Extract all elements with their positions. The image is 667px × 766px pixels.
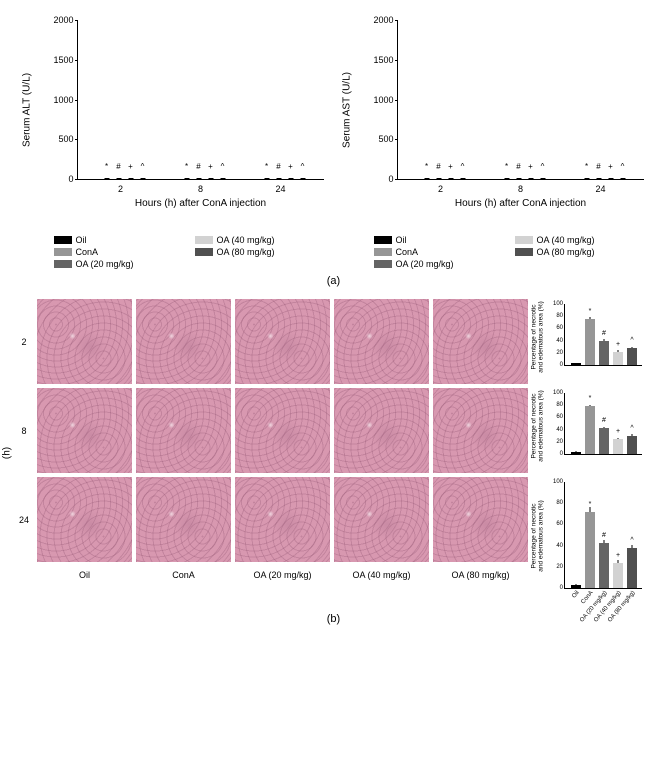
- histology-image: [433, 299, 528, 384]
- histology-image: [433, 388, 528, 473]
- panel-b: (h) 2824OilConAOA (20 mg/kg)OA (40 mg/kg…: [15, 299, 652, 607]
- mini-chart: Percentage of necroticand edematous area…: [536, 388, 646, 473]
- histology-image: [235, 477, 330, 562]
- mini-chart: Percentage of necroticand edematous area…: [536, 477, 646, 607]
- legend-item-oil: Oil: [374, 235, 503, 245]
- legend-item-oa80: OA (80 mg/kg): [515, 247, 644, 257]
- histology-col-label: OA (40 mg/kg): [334, 570, 429, 580]
- histology-image: [433, 477, 528, 562]
- legend-alt: Oil OA (40 mg/kg) ConA OA (80 mg/kg) OA (20 …: [54, 235, 324, 269]
- histology-image: [136, 299, 231, 384]
- legend-item-oa20: OA (20 mg/kg): [374, 259, 503, 269]
- alt-plot-area: 0500100015002000Hours (h) after ConA inj…: [77, 20, 324, 180]
- legend-item-oa80: OA (80 mg/kg): [195, 247, 324, 257]
- histology-image: [334, 477, 429, 562]
- histology-image: [334, 299, 429, 384]
- histology-col-label: Oil: [37, 570, 132, 580]
- histology-col-label: OA (80 mg/kg): [433, 570, 528, 580]
- mini-chart: Percentage of necroticand edematous area…: [536, 299, 646, 384]
- panel-a-label: (a): [15, 275, 652, 287]
- legend-item-oil: Oil: [54, 235, 183, 245]
- histology-row-label: 2: [15, 337, 33, 347]
- histology-image: [136, 388, 231, 473]
- histology-image: [37, 299, 132, 384]
- ast-ylabel: Serum AST (U/L): [341, 72, 352, 148]
- legend-ast: Oil OA (40 mg/kg) ConA OA (80 mg/kg) OA (20 …: [374, 235, 644, 269]
- ast-chart-wrap: Serum AST (U/L) 0500100015002000Hours (h…: [344, 15, 644, 269]
- histology-image: [136, 477, 231, 562]
- histology-image: [37, 477, 132, 562]
- panel-b-label: (b): [15, 613, 652, 625]
- mini-charts: Percentage of necroticand edematous area…: [536, 299, 646, 607]
- panel-a: Serum ALT (U/L) 0500100015002000Hours (h…: [15, 15, 652, 269]
- histology-col-label: OA (20 mg/kg): [235, 570, 330, 580]
- histology-row-label: 8: [15, 426, 33, 436]
- histology-image: [37, 388, 132, 473]
- histology-col-label: ConA: [136, 570, 231, 580]
- histology-image: [235, 299, 330, 384]
- histology-image: [334, 388, 429, 473]
- ast-chart: Serum AST (U/L) 0500100015002000Hours (h…: [369, 15, 649, 205]
- hours-axis-label: (h): [2, 447, 13, 459]
- alt-chart-wrap: Serum ALT (U/L) 0500100015002000Hours (h…: [24, 15, 324, 269]
- histology-image: [235, 388, 330, 473]
- histology-grid: 2 8 24 Oil ConA OA (20 mg/kg) OA (40 mg/kg) OA …: [15, 299, 528, 584]
- alt-ylabel: Serum ALT (U/L): [21, 73, 32, 147]
- histology-row-label: 24: [15, 515, 33, 525]
- legend-item-oa40: OA (40 mg/kg): [195, 235, 324, 245]
- legend-item-oa40: OA (40 mg/kg): [515, 235, 644, 245]
- ast-plot-area: 0500100015002000Hours (h) after ConA inj…: [397, 20, 644, 180]
- legend-item-cona: ConA: [374, 247, 503, 257]
- legend-item-cona: ConA: [54, 247, 183, 257]
- legend-item-oa20: OA (20 mg/kg): [54, 259, 183, 269]
- alt-chart: Serum ALT (U/L) 0500100015002000Hours (h…: [49, 15, 329, 205]
